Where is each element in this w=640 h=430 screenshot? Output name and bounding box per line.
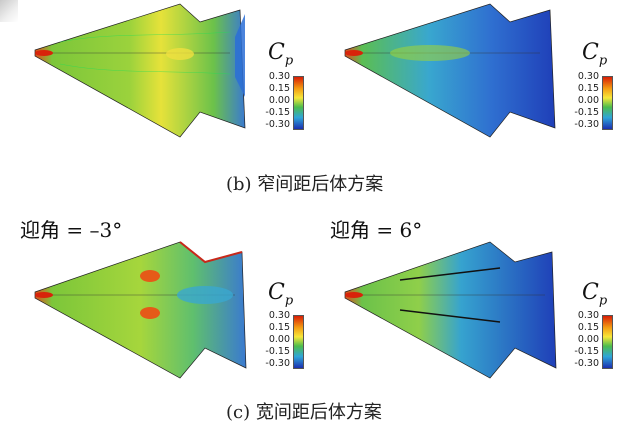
aircraft-pressure-contour [34,3,246,138]
caption-b: (b) 窄间距后体方案 [226,174,384,195]
panel-c-left [30,240,270,380]
cp-label-c-left: Cp [268,280,294,309]
colorbar-b-right [602,76,613,130]
colorbar-ticks-c-right: 0.30 0.15 0.00 -0.15 -0.30 [574,310,599,369]
aircraft-pressure-contour [34,241,247,379]
cp-label-b-left: Cp [268,40,294,69]
cp-label-c-right: Cp [582,280,608,309]
colorbar-b-left [293,76,304,130]
colorbar-ticks-b-right: 0.30 0.15 0.00 -0.15 -0.30 [574,71,599,130]
colorbar-ticks-b-left: 0.30 0.15 0.00 -0.15 -0.30 [265,71,290,130]
aircraft-pressure-contour [344,241,557,379]
caption-c: (c) 宽间距后体方案 [226,402,382,423]
angle-label-right: 迎角 = 6° [330,218,423,242]
colorbar-c-right [602,315,613,369]
angle-label-left: 迎角 = –3° [20,218,123,242]
colorbar-c-left [293,315,304,369]
panel-c-right [340,240,580,380]
colorbar-ticks-c-left: 0.30 0.15 0.00 -0.15 -0.30 [265,310,290,369]
scan-corner-shadow [0,0,18,22]
panel-b-left [30,2,270,142]
panel-b-right [340,2,580,142]
aircraft-pressure-contour [344,3,556,138]
cp-label-b-right: Cp [582,40,608,69]
